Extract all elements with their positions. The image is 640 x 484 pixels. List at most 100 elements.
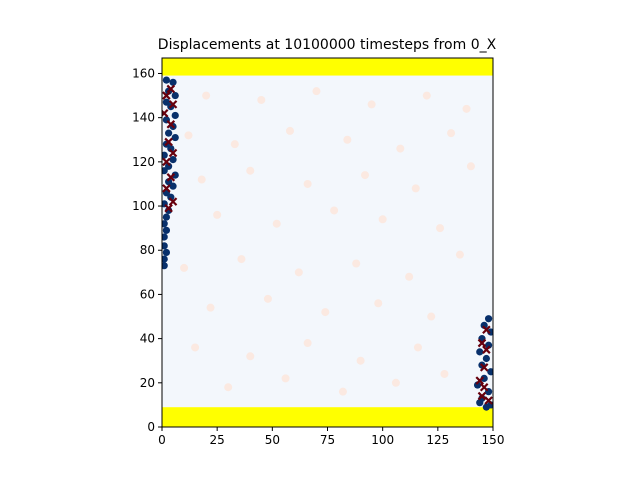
data-point xyxy=(476,348,484,356)
data-point xyxy=(162,248,171,257)
x-tick-label: 100 xyxy=(371,433,394,447)
background-point xyxy=(281,374,290,383)
background-point xyxy=(213,210,222,219)
y-tick-label: 20 xyxy=(140,376,155,390)
background-point xyxy=(361,171,370,180)
background-point xyxy=(285,126,294,135)
background-point xyxy=(343,135,352,144)
background-point xyxy=(202,91,211,100)
plot-area xyxy=(162,58,493,427)
x-tick-label: 0 xyxy=(158,433,166,447)
data-point xyxy=(162,255,168,263)
y-axis: 0 20 40 60 80 100 120 140 160 xyxy=(132,66,162,434)
data-point xyxy=(162,76,171,84)
background-point xyxy=(246,166,255,175)
background-point xyxy=(191,343,200,352)
background-point xyxy=(237,255,246,264)
data-point-x xyxy=(475,376,485,385)
background-point xyxy=(455,250,464,259)
plot-frame xyxy=(161,57,494,428)
data-point xyxy=(162,167,168,175)
y-tick-label: 60 xyxy=(140,287,155,301)
x-tick-label: 25 xyxy=(210,433,225,447)
data-point-x xyxy=(164,203,173,213)
data-point-x xyxy=(482,345,491,354)
y-tick-label: 0 xyxy=(147,420,155,434)
x-tick-label: 75 xyxy=(320,433,335,447)
data-point xyxy=(476,399,484,407)
background-point xyxy=(396,144,405,153)
y-tick-label: 140 xyxy=(132,111,155,125)
chart-title: Displacements at 10100000 timesteps from… xyxy=(158,37,497,53)
background-point xyxy=(356,356,365,365)
y-tick-label: 100 xyxy=(132,199,155,213)
background-point xyxy=(184,131,193,140)
data-point-x xyxy=(482,325,491,335)
data-point-x xyxy=(477,338,487,348)
background-point xyxy=(413,343,422,352)
background-point xyxy=(447,129,456,138)
background-point xyxy=(374,299,383,308)
data-point-x xyxy=(162,108,169,118)
background-point xyxy=(230,140,239,149)
background-point xyxy=(411,184,420,193)
background-point xyxy=(440,369,449,378)
data-point-x xyxy=(166,84,176,94)
data-point xyxy=(484,315,493,323)
x-tick-label: 150 xyxy=(482,433,505,447)
background-point xyxy=(427,312,436,321)
region-band-2 xyxy=(162,75,493,408)
background-point xyxy=(367,100,376,109)
data-point-x xyxy=(166,173,176,182)
background-point xyxy=(180,263,189,272)
data-point-x xyxy=(484,396,493,405)
data-point-x xyxy=(479,382,489,392)
data-point xyxy=(482,354,490,363)
data-point xyxy=(169,182,177,190)
background-point xyxy=(338,387,347,396)
data-point-x xyxy=(479,363,489,372)
background-point xyxy=(466,162,475,171)
data-point-x xyxy=(162,184,171,193)
data-point xyxy=(171,133,179,142)
data-point-x xyxy=(162,157,171,167)
data-point xyxy=(169,78,177,86)
data-point xyxy=(487,368,493,376)
background-point xyxy=(352,259,361,268)
y-tick-label: 80 xyxy=(140,243,155,257)
background-point xyxy=(378,215,387,224)
background-point xyxy=(197,175,206,184)
background-point xyxy=(272,219,281,228)
background-point xyxy=(303,179,312,188)
data-point xyxy=(162,151,168,159)
background-point xyxy=(405,272,414,281)
background-point xyxy=(312,87,321,96)
background-point xyxy=(257,95,266,104)
y-tick-label: 120 xyxy=(132,155,155,169)
background-point xyxy=(391,378,400,387)
data-point-x xyxy=(168,148,178,158)
data-point-x xyxy=(164,137,173,147)
background-point xyxy=(330,206,339,215)
data-point xyxy=(162,213,171,221)
background-point xyxy=(462,104,471,113)
data-point xyxy=(162,98,171,106)
background-point xyxy=(436,224,445,233)
data-point xyxy=(162,220,168,228)
data-point xyxy=(171,91,179,100)
data-point xyxy=(162,233,168,241)
y-tick-label: 160 xyxy=(132,66,155,80)
background-point xyxy=(206,303,215,312)
data-point-x xyxy=(168,100,178,109)
background-point xyxy=(224,383,233,392)
region-band-0 xyxy=(162,407,493,427)
data-point xyxy=(169,156,177,164)
region-band-1 xyxy=(162,58,493,76)
data-point-x xyxy=(477,391,487,401)
data-point-x xyxy=(168,197,178,206)
data-point-x xyxy=(162,91,171,100)
x-tick-label: 50 xyxy=(265,433,280,447)
background-point xyxy=(263,294,272,303)
x-tick-label: 125 xyxy=(426,433,449,447)
